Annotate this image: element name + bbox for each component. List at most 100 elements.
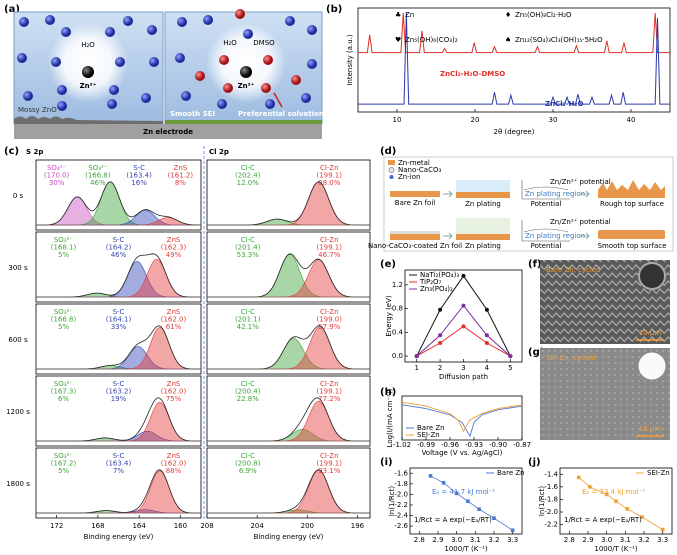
peak-label: (162.0): [161, 316, 187, 324]
x-axis-label: Binding energy (eV): [84, 533, 154, 541]
label: Nano-CaCO₃-coated Zn foil: [368, 242, 462, 250]
spectrum-frame: [206, 447, 371, 519]
plating-region: [456, 218, 510, 234]
legend-label: SEI-Zn: [417, 431, 440, 439]
data-point: [438, 307, 443, 312]
peak-area: [207, 338, 370, 370]
y-tick-label: -2.0: [544, 508, 558, 516]
water-molecule: [51, 57, 61, 67]
plot-frame: [357, 7, 671, 113]
data-point: [454, 491, 459, 496]
dmso-molecule: [223, 83, 233, 93]
peak-label: 53.3%: [237, 251, 260, 259]
panel-label: (b): [326, 4, 342, 15]
water-molecule: [177, 17, 187, 27]
scale-label: 10 μm: [639, 425, 662, 433]
envelope: [207, 397, 370, 442]
peak-label: S-C: [113, 308, 125, 316]
peak-label: Cl-Zn: [320, 164, 339, 172]
x-tick-label: 172: [50, 522, 63, 530]
peak-label: 46%: [90, 179, 106, 187]
water-molecule: [105, 27, 115, 37]
peak-area: [207, 254, 370, 298]
peak-area: [207, 181, 370, 226]
envelope: [36, 253, 201, 298]
x-tick-label: -0.90: [489, 441, 507, 449]
peak-label: 57.9%: [318, 323, 341, 331]
peak-label: (168.1): [51, 244, 77, 252]
legend-label: Zn₃(PO₄)₂: [420, 285, 453, 293]
peak-label: Cl-C: [241, 380, 255, 388]
peak-area: [207, 401, 370, 442]
solvation-shell: [48, 23, 128, 103]
peak-label: (202.4): [235, 172, 261, 180]
y-tick-label: -1.6: [394, 469, 408, 477]
peak-label: (199.1): [316, 244, 342, 252]
peak-label: (201.1): [235, 316, 261, 324]
arrow: [580, 232, 590, 240]
peak-label: 22.8%: [237, 395, 260, 403]
x-tick-label: 2.9: [432, 536, 443, 544]
water-molecule: [17, 53, 27, 63]
label: Potential: [531, 200, 562, 208]
x-tick-label: 3.0: [451, 536, 462, 544]
peak-area: [36, 181, 201, 226]
annotation: Eₐ = 33.4 kJ mol⁻¹: [582, 488, 645, 496]
label: DMSO: [253, 39, 275, 47]
peak-label: (201.4): [235, 244, 261, 252]
spectrum-frame: [206, 303, 371, 375]
annotation: 1/Rct = A exp(−Eₐ/RT): [564, 516, 642, 524]
y-tick-label: -2.0: [394, 490, 408, 498]
water-molecule: [243, 29, 253, 39]
peak-label: Cl-Zn: [320, 308, 339, 316]
label: Mossy ZnO: [18, 106, 57, 114]
y-tick-label: -2.4: [394, 512, 408, 520]
dmso-molecule: [263, 55, 273, 65]
x-axis-label: Diffusion path: [439, 373, 488, 381]
x-axis-label: 1000/T (K⁻¹): [444, 545, 487, 553]
rough-surface: [598, 180, 665, 198]
panel-label: (i): [380, 457, 393, 468]
peak-label: S-C: [113, 380, 125, 388]
x-axis-label: Voltage (V vs. Ag/AgCl): [422, 449, 503, 457]
peak-label: 16%: [131, 179, 147, 187]
x-tick-label: 20: [471, 116, 480, 124]
legend-label: SEI-Zn: [647, 469, 670, 477]
spectrum-frame: [35, 303, 202, 375]
peak-label: (199.1): [316, 172, 342, 180]
label: Preferential solvation: [238, 110, 324, 118]
data-point: [625, 507, 629, 511]
series-line: [401, 404, 523, 438]
data-point: [588, 485, 592, 489]
phase-name: Zn₅(OH)₆(CO₃)₂: [405, 36, 458, 44]
peak-label: 5%: [58, 323, 69, 331]
peak-label: (199.0): [316, 316, 342, 324]
water-molecule: [57, 101, 67, 111]
x-tick-label: 204: [250, 522, 264, 530]
zn-ion: [240, 66, 252, 78]
series-label: ZnCl₂-H₂O-DMSO: [440, 70, 505, 78]
y-axis-label: ln(1/Rct): [538, 486, 546, 516]
peak-label: SO₃²⁻: [88, 164, 108, 172]
label: Zn/Zn²⁺ potential: [550, 218, 611, 226]
peak-label: 61%: [166, 323, 182, 331]
time-label: 300 s: [8, 264, 28, 272]
legend-label: TiP₂O₇: [419, 278, 442, 286]
arrow: [273, 92, 283, 108]
peak-label: (167.2): [51, 460, 77, 468]
y-tick-label: -2.2: [394, 501, 408, 509]
legend-label: Bare Zn: [417, 424, 445, 432]
peak-label: (162.0): [161, 460, 187, 468]
peak-label: 49%: [166, 251, 182, 259]
peak-label: (163.4): [106, 460, 132, 468]
water-molecule: [301, 93, 311, 103]
x-tick-label: 30: [549, 116, 558, 124]
legend-label: Zn-ion: [398, 173, 420, 181]
x-tick-label: 200: [301, 522, 314, 530]
legend-swatch: [389, 175, 394, 179]
peak-label: ZnS: [167, 308, 181, 316]
data-point: [510, 528, 515, 533]
phase-symbol: ♥: [395, 36, 401, 44]
peak-label: 77.2%: [318, 395, 341, 403]
